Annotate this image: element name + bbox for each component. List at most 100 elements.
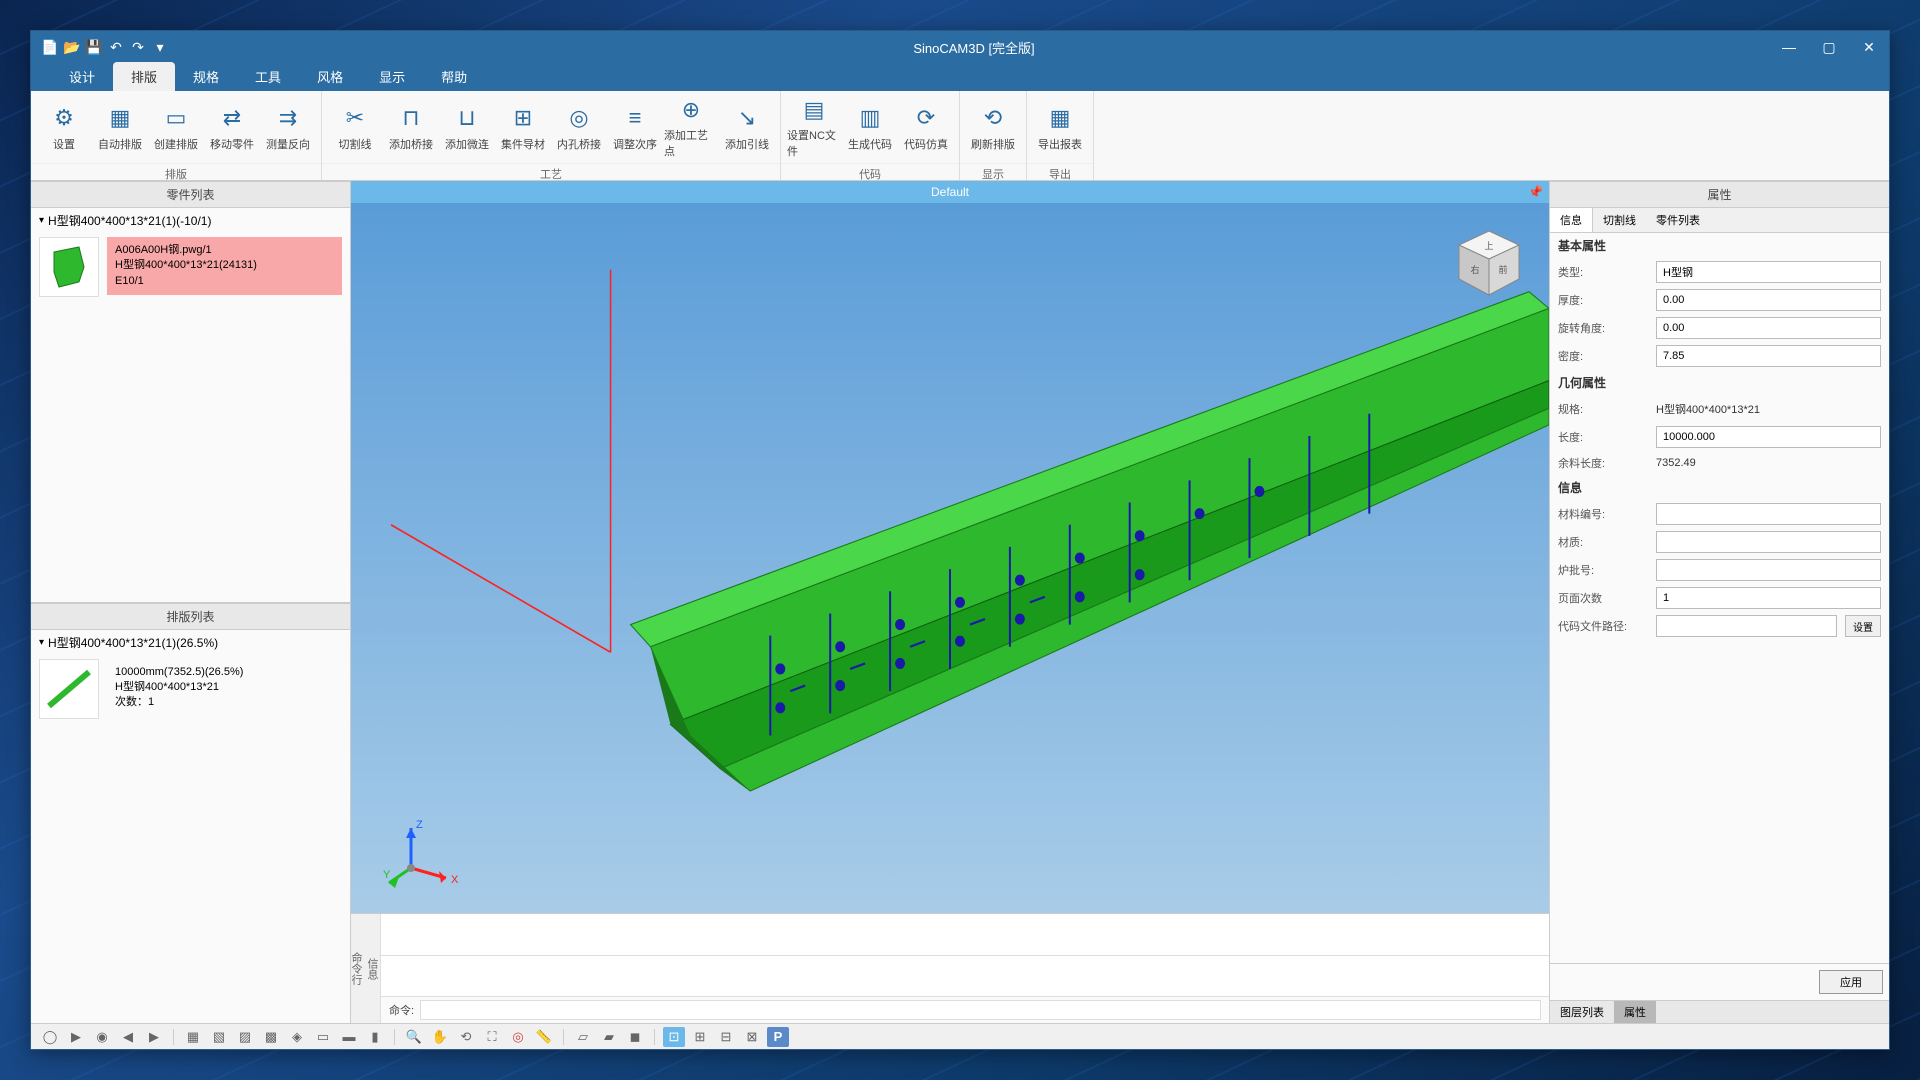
status-iso-icon[interactable]: ◈ — [286, 1027, 308, 1047]
view-cube[interactable]: 上 前 右 — [1449, 223, 1529, 303]
status-snap4-icon[interactable]: ⊠ — [741, 1027, 763, 1047]
input-type[interactable] — [1656, 261, 1881, 283]
status-mode-p-icon[interactable]: P — [767, 1027, 789, 1047]
label-length: 长度: — [1558, 429, 1648, 445]
input-density[interactable] — [1656, 345, 1881, 367]
status-zoom-icon[interactable]: 🔍 — [403, 1027, 425, 1047]
status-view4-icon[interactable]: ▩ — [260, 1027, 282, 1047]
tab-cutlines[interactable]: 切割线 — [1593, 208, 1646, 232]
status-wire-icon[interactable]: ▱ — [572, 1027, 594, 1047]
status-snap3-icon[interactable]: ⊟ — [715, 1027, 737, 1047]
menu-tab-nest[interactable]: 排版 — [113, 62, 175, 91]
input-angle[interactable] — [1656, 317, 1881, 339]
ribbon-btn-1-4[interactable]: ◎内孔桥接 — [552, 95, 606, 159]
qat-undo-icon[interactable]: ↶ — [107, 38, 125, 56]
pin-icon[interactable]: 📌 — [1528, 185, 1543, 199]
ribbon-btn-1-5[interactable]: ≡调整次序 — [608, 95, 662, 159]
footer-tab-layers[interactable]: 图层列表 — [1550, 1001, 1614, 1023]
maximize-button[interactable]: ▢ — [1809, 31, 1849, 63]
info-output — [381, 914, 1549, 956]
ribbon-btn-2-2[interactable]: ⟳代码仿真 — [899, 95, 953, 159]
ribbon-btn-1-2[interactable]: ⊔添加微连 — [440, 95, 494, 159]
status-view2-icon[interactable]: ▧ — [208, 1027, 230, 1047]
input-length[interactable] — [1656, 426, 1881, 448]
input-thick[interactable] — [1656, 289, 1881, 311]
ribbon-btn-1-1[interactable]: ⊓添加桥接 — [384, 95, 438, 159]
status-pan-icon[interactable]: ✋ — [429, 1027, 451, 1047]
ribbon-btn-2-0[interactable]: ▤设置NC文件 — [787, 95, 841, 159]
status-rotate-icon[interactable]: ⟲ — [455, 1027, 477, 1047]
status-next-icon[interactable]: ▶ — [143, 1027, 165, 1047]
info-tab-label[interactable]: 信息 — [364, 958, 380, 980]
status-render-icon[interactable]: ◼ — [624, 1027, 646, 1047]
close-button[interactable]: ✕ — [1849, 31, 1889, 63]
nest-card[interactable]: 10000mm(7352.5)(26.5%) H型钢400*400*13*21 … — [39, 659, 342, 719]
input-ncpath[interactable] — [1656, 615, 1837, 637]
status-play-icon[interactable]: ▶ — [65, 1027, 87, 1047]
parts-tree-root[interactable]: H型钢400*400*13*21(1)(-10/1) — [31, 208, 350, 233]
viewport-3d[interactable]: 上 前 右 X Y Z — [351, 203, 1549, 913]
menu-tab-help[interactable]: 帮助 — [423, 62, 485, 91]
apply-button[interactable]: 应用 — [1819, 970, 1883, 994]
part-line3: E10/1 — [115, 274, 334, 289]
status-measure-icon[interactable]: 📏 — [533, 1027, 555, 1047]
statusbar: ◯ ▶ ◉ ◀ ▶ ▦ ▧ ▨ ▩ ◈ ▭ ▬ ▮ 🔍 ✋ ⟲ ⛶ ◎ 📏 ▱ … — [31, 1023, 1889, 1049]
menu-tab-spec[interactable]: 规格 — [175, 62, 237, 91]
ribbon-btn-0-3[interactable]: ⇄移动零件 — [205, 95, 259, 159]
ribbon-btn-3-0[interactable]: ⟲刷新排版 — [966, 95, 1020, 159]
ribbon-btn-label: 设置NC文件 — [787, 127, 841, 159]
status-target-icon[interactable]: ◎ — [507, 1027, 529, 1047]
viewport-header: Default 📌 — [351, 181, 1549, 203]
ribbon-btn-0-2[interactable]: ▭创建排版 — [149, 95, 203, 159]
input-heat[interactable] — [1656, 559, 1881, 581]
command-input[interactable] — [420, 1000, 1541, 1020]
qat-open-icon[interactable]: 📂 — [63, 38, 81, 56]
ribbon-btn-0-1[interactable]: ▦自动排版 — [93, 95, 147, 159]
input-matcode[interactable] — [1656, 503, 1881, 525]
status-record-icon[interactable]: ◯ — [39, 1027, 61, 1047]
tab-partlist[interactable]: 零件列表 — [1646, 208, 1710, 232]
status-top-icon[interactable]: ▬ — [338, 1027, 360, 1047]
part-card[interactable]: A006A00H钢.pwg/1 H型钢400*400*13*21(24131) … — [39, 237, 342, 297]
cmdline-tab-label[interactable]: 命令行 — [348, 952, 364, 985]
ribbon-btn-1-6[interactable]: ⊕添加工艺点 — [664, 95, 718, 159]
menu-tab-style[interactable]: 风格 — [299, 62, 361, 91]
svg-text:Z: Z — [416, 819, 423, 831]
tab-info[interactable]: 信息 — [1550, 208, 1593, 232]
qat-new-icon[interactable]: 📄 — [41, 38, 59, 56]
ribbon-btn-2-1[interactable]: ▥生成代码 — [843, 95, 897, 159]
qat-more-icon[interactable]: ▾ — [151, 38, 169, 56]
menu-tab-design[interactable]: 设计 — [51, 62, 113, 91]
status-snap2-icon[interactable]: ⊞ — [689, 1027, 711, 1047]
status-view3-icon[interactable]: ▨ — [234, 1027, 256, 1047]
ribbon-group-0: ⚙设置▦自动排版▭创建排版⇄移动零件⇉测量反向排版 — [31, 91, 322, 180]
menu-tab-tools[interactable]: 工具 — [237, 62, 299, 91]
axis-gizmo[interactable]: X Y Z — [381, 813, 461, 893]
status-view1-icon[interactable]: ▦ — [182, 1027, 204, 1047]
status-prev-icon[interactable]: ◀ — [117, 1027, 139, 1047]
status-shade-icon[interactable]: ▰ — [598, 1027, 620, 1047]
minimize-button[interactable]: — — [1769, 31, 1809, 63]
ribbon-btn-1-3[interactable]: ⊞集件导材 — [496, 95, 550, 159]
nest-tree-root[interactable]: H型钢400*400*13*21(1)(26.5%) — [31, 630, 350, 655]
ribbon-btn-0-0[interactable]: ⚙设置 — [37, 95, 91, 159]
ribbon-btn-label: 添加微连 — [445, 136, 489, 152]
footer-tab-props[interactable]: 属性 — [1614, 1001, 1656, 1023]
ribbon-btn-1-0[interactable]: ✂切割线 — [328, 95, 382, 159]
input-count[interactable] — [1656, 587, 1881, 609]
qat-save-icon[interactable]: 💾 — [85, 38, 103, 56]
nest-line1: 10000mm(7352.5)(26.5%) — [115, 665, 334, 680]
ribbon-btn-0-4[interactable]: ⇉测量反向 — [261, 95, 315, 159]
ribbon-btn-4-0[interactable]: ▦导出报表 — [1033, 95, 1087, 159]
status-fit-icon[interactable]: ⛶ — [481, 1027, 503, 1047]
status-snap1-icon[interactable]: ⊡ — [663, 1027, 685, 1047]
input-material[interactable] — [1656, 531, 1881, 553]
status-front-icon[interactable]: ▭ — [312, 1027, 334, 1047]
ribbon-btn-label: 设置 — [53, 136, 75, 152]
ribbon-btn-1-7[interactable]: ↘添加引线 — [720, 95, 774, 159]
status-stop-icon[interactable]: ◉ — [91, 1027, 113, 1047]
qat-redo-icon[interactable]: ↷ — [129, 38, 147, 56]
status-side-icon[interactable]: ▮ — [364, 1027, 386, 1047]
menu-tab-display[interactable]: 显示 — [361, 62, 423, 91]
browse-button[interactable]: 设置 — [1845, 615, 1881, 637]
